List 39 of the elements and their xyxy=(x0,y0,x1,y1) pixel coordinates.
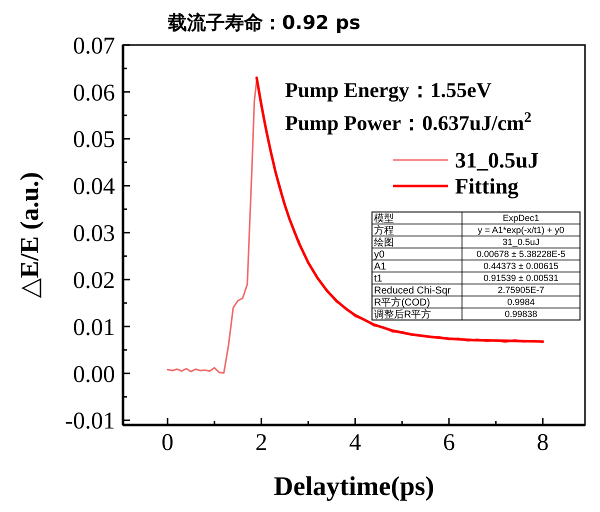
annotation: 调整后R平方 xyxy=(374,308,432,320)
annotation: 模型 xyxy=(374,212,394,224)
annotation: 31_0.5uJ xyxy=(502,237,540,248)
y-tick-label: 0.07 xyxy=(73,33,115,60)
annotation: R平方(COD) xyxy=(374,296,430,308)
annotation: y = A1*exp(-x/t1) + y0 xyxy=(478,225,564,236)
legend-label: Fitting xyxy=(455,174,519,199)
annotation: Reduced Chi-Sqr xyxy=(374,286,452,296)
annotation: 0.00678 ± 5.38228E-5 xyxy=(476,249,566,260)
annotation: Pump Energy：1.55eV xyxy=(285,78,492,102)
y-tick-label: 0.06 xyxy=(73,80,115,106)
annotation: 2.75905E-7 xyxy=(498,285,544,296)
y-tick-label: 0.02 xyxy=(73,268,115,294)
x-tick-label: 8 xyxy=(536,430,549,456)
y-tick-label: 0.00 xyxy=(73,362,115,388)
annotation: A1 xyxy=(374,262,387,272)
annotation: 0.44373 ± 0.00615 xyxy=(483,261,559,272)
x-axis-title: Delaytime(ps) xyxy=(274,471,434,501)
y-tick-label: 0.01 xyxy=(73,314,115,341)
annotation: 0.99838 xyxy=(504,309,538,320)
legend-label: 31_0.5uJ xyxy=(455,148,539,173)
y-tick-label: -0.01 xyxy=(65,408,115,435)
annotation: 方程 xyxy=(374,224,394,236)
y-tick-label: 0.05 xyxy=(73,127,115,154)
annotation: ExpDec1 xyxy=(502,213,540,224)
annotation: y0 xyxy=(374,250,385,260)
annotation: 绘图 xyxy=(374,236,394,248)
chart-title: 载流子寿命：0.92 ps xyxy=(167,12,360,34)
y-tick-label: 0.04 xyxy=(73,174,115,200)
annotation: 0.91539 ± 0.00531 xyxy=(483,273,559,284)
annotation: t1 xyxy=(374,274,383,284)
x-tick-label: 4 xyxy=(349,430,362,456)
y-tick-label: 0.03 xyxy=(73,221,115,248)
annotation: 0.9984 xyxy=(507,297,535,308)
y-axis-title: △E/E (a.u.) xyxy=(15,172,44,298)
x-tick-label: 0 xyxy=(162,430,174,456)
x-tick-label: 6 xyxy=(442,430,455,456)
annotation: Pump Power：0.637uJ/cm$^{2}$ xyxy=(285,110,532,135)
x-tick-label: 2 xyxy=(255,430,268,456)
